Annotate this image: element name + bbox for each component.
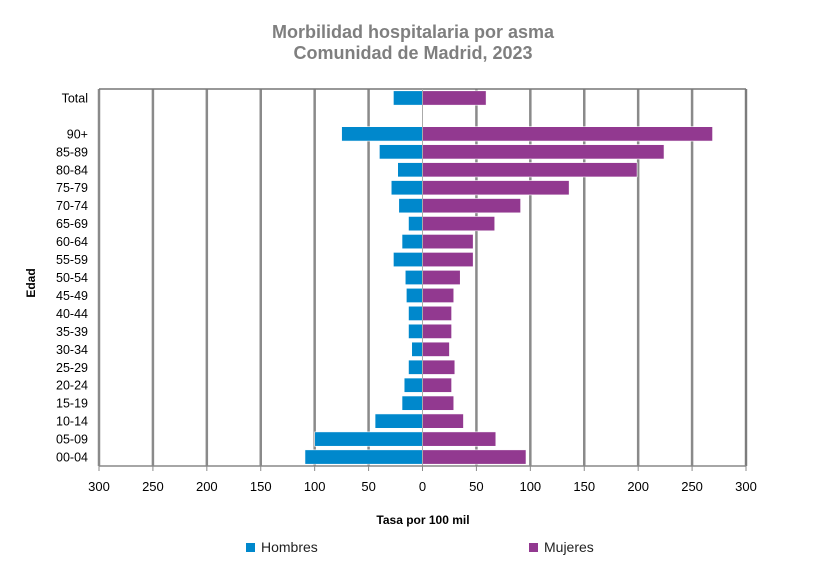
y-tick-label: Total: [62, 91, 88, 105]
y-tick-label: 50-54: [56, 271, 88, 285]
bar-mujeres: [422, 395, 455, 411]
x-tick-label: 200: [196, 479, 218, 494]
x-tick-label: 300: [735, 479, 757, 494]
y-tick-label: 90+: [67, 127, 88, 141]
bar-mujeres: [422, 449, 527, 465]
bar-hombres: [408, 216, 423, 232]
bar-hombres: [401, 395, 423, 411]
x-tick-label: 150: [573, 479, 595, 494]
x-tick-label: 300: [88, 479, 110, 494]
bar-hombres: [401, 234, 423, 250]
bar-mujeres: [422, 359, 456, 375]
y-tick-label: 10-14: [56, 415, 88, 429]
y-tick-label: 35-39: [56, 325, 88, 339]
bar-mujeres: [422, 413, 464, 429]
x-tick-label: 0: [419, 479, 426, 494]
legend-item-mujeres: Mujeres: [529, 539, 594, 555]
y-tick-label: 80-84: [56, 163, 88, 177]
x-tick-label: 150: [250, 479, 272, 494]
legend-item-hombres: Hombres: [246, 539, 318, 555]
y-tick-label: 40-44: [56, 307, 88, 321]
legend-swatch-hombres: [246, 542, 255, 552]
bar-mujeres: [422, 323, 452, 339]
x-tick-label: 100: [519, 479, 541, 494]
y-tick-label: 00-04: [56, 451, 88, 465]
y-tick-label: 85-89: [56, 145, 88, 159]
bar-mujeres: [422, 270, 461, 285]
bar-mujeres: [422, 180, 570, 196]
bar-mujeres: [422, 90, 487, 106]
bar-mujeres: [422, 234, 474, 250]
x-tick-label: 250: [142, 479, 164, 494]
bar-hombres: [398, 198, 423, 214]
x-tick-label: 50: [469, 479, 483, 494]
y-tick-label: 20-24: [56, 379, 88, 393]
bar-mujeres: [422, 252, 474, 268]
y-tick-label: 15-19: [56, 397, 88, 411]
bar-hombres: [397, 162, 423, 178]
bar-mujeres: [422, 377, 452, 393]
bar-hombres: [393, 252, 423, 268]
bar-mujeres: [422, 162, 638, 178]
bar-hombres: [404, 270, 423, 285]
bar-mujeres: [422, 216, 496, 232]
bar-mujeres: [422, 126, 713, 142]
y-tick-label: 70-74: [56, 199, 88, 213]
legend-swatch-mujeres: [529, 542, 538, 552]
bar-mujeres: [422, 198, 521, 214]
bar-hombres: [379, 144, 423, 160]
y-tick-label: 05-09: [56, 433, 88, 447]
y-tick-label: 25-29: [56, 361, 88, 375]
bar-hombres: [341, 126, 423, 142]
bar-hombres: [406, 287, 423, 303]
bar-hombres: [403, 377, 423, 393]
bar-mujeres: [422, 431, 497, 447]
bar-hombres: [408, 359, 423, 375]
legend-label-hombres: Hombres: [261, 539, 318, 555]
y-tick-label: 65-69: [56, 217, 88, 231]
bar-hombres: [304, 449, 423, 465]
x-tick-label: 200: [627, 479, 649, 494]
bar-hombres: [390, 180, 423, 196]
bar-mujeres: [422, 341, 450, 357]
x-tick-label: 100: [304, 479, 326, 494]
bar-hombres: [393, 90, 423, 106]
y-tick-label: 60-64: [56, 235, 88, 249]
y-tick-label: 55-59: [56, 253, 88, 267]
bar-mujeres: [422, 144, 665, 160]
y-tick-label: 75-79: [56, 181, 88, 195]
bar-hombres: [314, 431, 423, 447]
bar-hombres: [411, 341, 423, 357]
y-axis-label: Edad: [24, 268, 38, 297]
x-tick-label: 50: [361, 479, 375, 494]
y-tick-label: 30-34: [56, 343, 88, 357]
bar-mujeres: [422, 287, 455, 303]
y-tick-label: 45-49: [56, 289, 88, 303]
legend-label-mujeres: Mujeres: [544, 539, 594, 555]
bar-hombres: [408, 305, 423, 321]
chart-title: Morbilidad hospitalaria por asma: [271, 22, 555, 42]
x-axis-label: Tasa por 100 mil: [376, 513, 469, 527]
chart-subtitle: Comunidad de Madrid, 2023: [293, 43, 533, 63]
bar-hombres: [408, 323, 423, 339]
bar-mujeres: [422, 305, 452, 321]
bar-hombres: [374, 413, 423, 429]
x-tick-label: 250: [681, 479, 703, 494]
